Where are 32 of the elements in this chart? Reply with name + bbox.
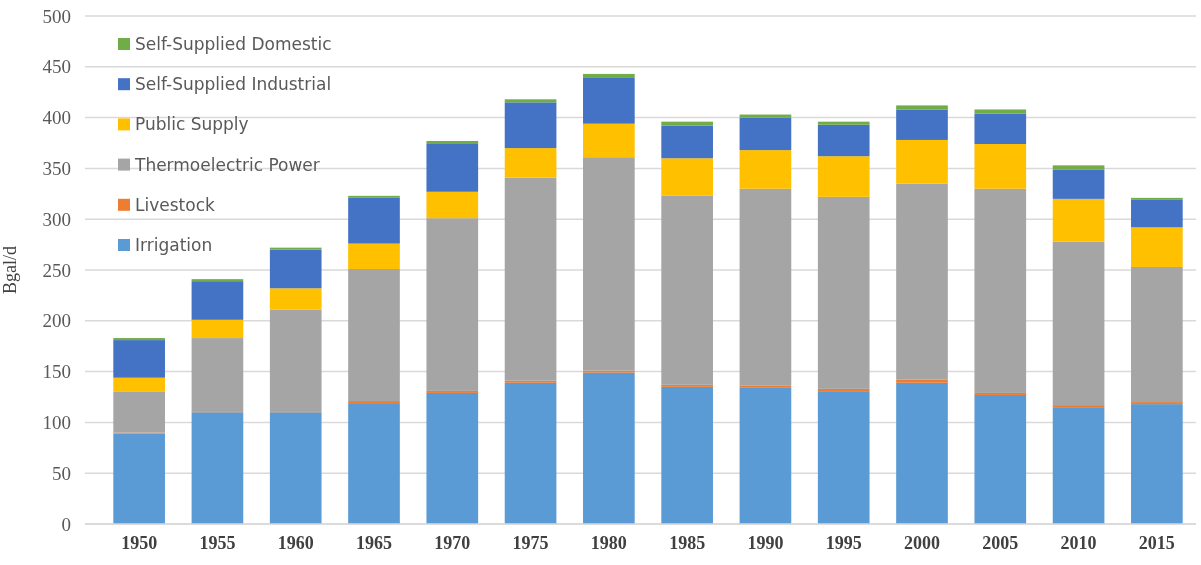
x-tick-label: 2010 (1060, 532, 1097, 553)
y-tick-label: 50 (52, 462, 71, 484)
y-tick-label: 300 (42, 208, 71, 230)
y-tick-label: 100 (42, 411, 71, 433)
x-tick-label: 1955 (199, 532, 236, 553)
x-tick-label: 1985 (669, 532, 706, 553)
x-tick-label: 1980 (590, 532, 627, 553)
x-tick-label: 1975 (512, 532, 549, 553)
x-tick-label: 1965 (356, 532, 392, 553)
x-tick-label: 2005 (982, 532, 1019, 553)
legend-label: Public Supply (135, 114, 249, 135)
x-tick-label: 1990 (747, 532, 784, 553)
y-tick-label: 250 (42, 259, 71, 281)
y-tick-label: 200 (42, 310, 71, 332)
y-tick-label: 500 (42, 5, 71, 27)
x-tick-label: 1995 (825, 532, 862, 553)
y-tick-label: 350 (42, 157, 71, 179)
y-tick-label: 0 (61, 513, 71, 535)
x-tick-label: 2000 (904, 532, 940, 553)
legend-label: Livestock (135, 194, 215, 215)
y-tick-label: 400 (42, 107, 71, 129)
x-tick-label: 2015 (1138, 532, 1175, 553)
x-tick-label: 1970 (434, 532, 471, 553)
legend-label: Thermoelectric Power (134, 154, 320, 175)
legend-label: Irrigation (135, 234, 213, 255)
legend-label: Self-Supplied Domestic (135, 33, 332, 54)
legend-label: Self-Supplied Industrial (135, 74, 332, 95)
y-tick-label: 150 (42, 361, 71, 383)
y-tick-label: 450 (42, 56, 71, 78)
x-tick-label: 1950 (121, 532, 158, 553)
y-axis-title: Bgal/d (0, 246, 20, 294)
x-tick-label: 1960 (277, 532, 314, 553)
